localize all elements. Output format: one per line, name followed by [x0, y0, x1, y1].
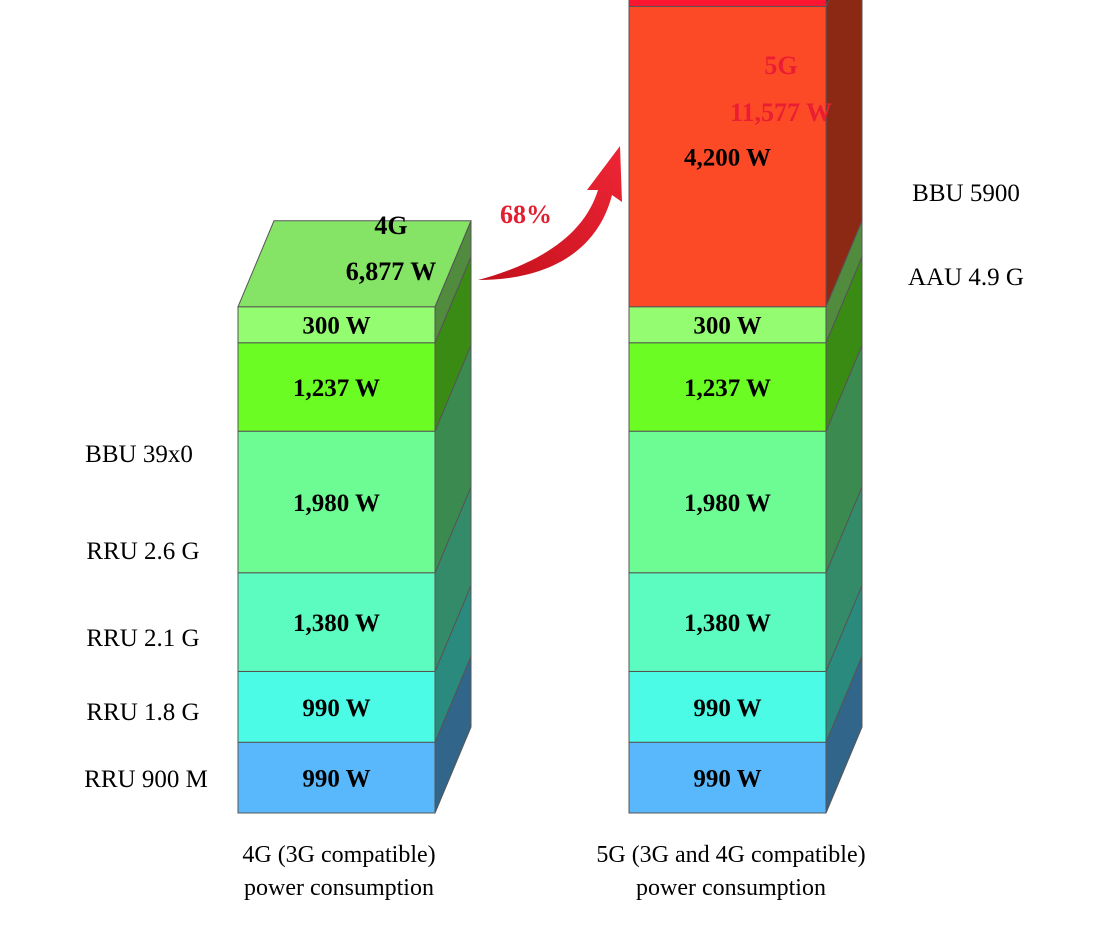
side-label-bbu-39x0: BBU 39x0 — [85, 441, 193, 468]
side-label-rru-1-8g: RRU 1.8 G — [86, 699, 199, 726]
bar-0-segment-2-label: 1,380 W — [293, 610, 380, 637]
bar-1-segment-5-label: 300 W — [693, 313, 761, 340]
bar-1-segment-0-front — [628, 741, 827, 814]
total-name-5g: 5G — [764, 51, 797, 80]
bar-1-segment-7-front — [628, 0, 827, 7]
side-label-aau-4-9g: AAU 4.9 G — [908, 264, 1024, 291]
bar-0-segment-2-front — [237, 572, 436, 672]
bar-1-segment-4-front — [628, 342, 827, 432]
bar-1-segment-2-label: 1,380 W — [684, 610, 771, 637]
caption-4g-line1: 4G (3G compatible) — [242, 842, 435, 868]
caption-5g-line1: 5G (3G and 4G compatible) — [596, 842, 865, 868]
side-label-bbu-5900: BBU 5900 — [912, 180, 1020, 207]
increase-label: 68% — [500, 200, 552, 229]
caption-5g-line2: power consumption — [636, 875, 826, 901]
bar-0-segment-1-label: 990 W — [302, 695, 370, 722]
bar-0-top — [237, 220, 472, 308]
total-name-4g: 4G — [374, 211, 407, 240]
bar-1-segment-4-label: 1,237 W — [684, 375, 771, 402]
bar-1-segment-6-side — [825, 0, 863, 307]
bar-1-segment-1-label: 990 W — [693, 695, 761, 722]
caption-4g-line2: power consumption — [244, 875, 434, 901]
bar-0-segment-5-front — [237, 306, 436, 344]
bar-1-segment-3-label: 1,980 W — [684, 490, 771, 517]
bar-1-segment-6-front — [628, 5, 827, 308]
bar-1-segment-2-front — [628, 572, 827, 672]
side-label-rru-900m: RRU 900 M — [84, 766, 208, 793]
bar-0-segment-3-label: 1,980 W — [293, 490, 380, 517]
bar-1-segment-3-front — [628, 430, 827, 574]
bar-1-segment-1-front — [628, 670, 827, 743]
bar-1-segment-0-label: 990 W — [693, 766, 761, 793]
bar-5g: 990 W 990 W 1,380 W 1,980 W 1,237 W 300 W 4,20… — [628, 0, 863, 814]
side-label-rru-2-1g: RRU 2.1 G — [86, 625, 199, 652]
side-label-rru-2-6g: RRU 2.6 G — [86, 538, 199, 565]
bar-0-segment-5-label: 300 W — [302, 313, 370, 340]
bar-1-segment-7-side — [825, 0, 830, 7]
bar-0-segment-0-label: 990 W — [302, 766, 370, 793]
increase-arrow-icon — [478, 146, 622, 280]
bar-0-segment-0-front — [237, 741, 436, 814]
bar-1-segment-5-front — [628, 306, 827, 344]
bar-0-segment-4-label: 1,237 W — [293, 375, 380, 402]
bar-1-segment-7-label: 500 W — [693, 0, 761, 3]
bar-1-segment-6-label: 4,200 W — [684, 145, 771, 172]
total-value-5g: 11,577 W — [730, 98, 832, 127]
bar-4g: 990 W 990 W 1,380 W 1,980 W 1,237 W 300 W — [237, 220, 472, 814]
total-value-4g: 6,877 W — [346, 257, 437, 286]
